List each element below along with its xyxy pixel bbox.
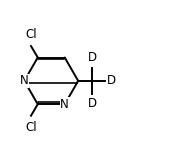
- Text: D: D: [88, 51, 97, 64]
- Text: D: D: [88, 97, 97, 111]
- Text: N: N: [60, 98, 69, 111]
- Text: Cl: Cl: [25, 28, 37, 41]
- Text: Cl: Cl: [25, 121, 37, 134]
- Text: D: D: [107, 74, 116, 87]
- Text: N: N: [20, 74, 29, 87]
